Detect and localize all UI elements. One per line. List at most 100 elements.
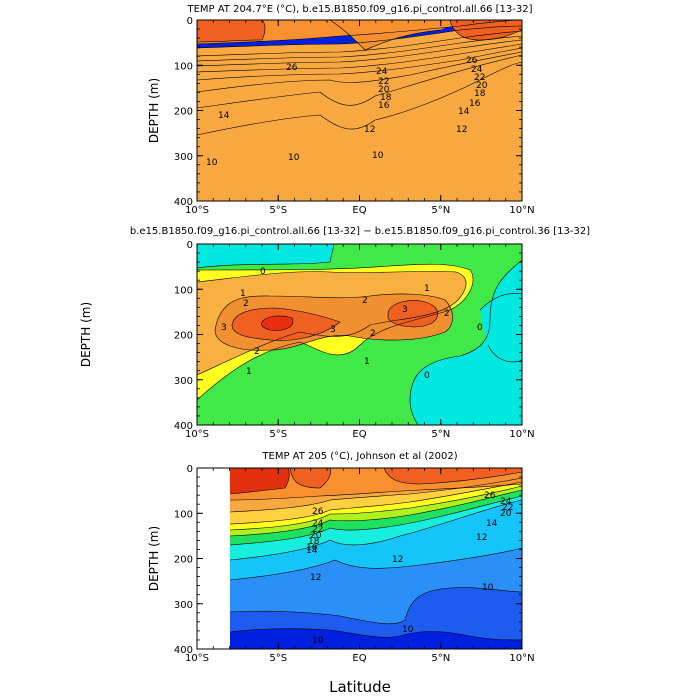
contour-label: 2: [254, 347, 260, 357]
x-tick-label: EQ: [352, 429, 366, 440]
contour-label: 26: [484, 491, 496, 501]
contour-label: 2: [243, 299, 249, 309]
contour-label: 10: [482, 583, 494, 593]
contour-lines-model: [197, 20, 522, 136]
panel-observed: TEMP AT 205 (°C), Johnson et al (2002): [147, 451, 535, 664]
contour-label: 10: [372, 151, 384, 161]
contour-label: 22: [502, 503, 513, 513]
contour-label: 0: [477, 323, 483, 333]
y-axis-label: DEPTH (m): [79, 302, 93, 367]
contour-label: 14: [458, 107, 470, 117]
contour-label: 22: [378, 77, 389, 87]
panel-model: TEMP AT 204.7°E (°C), b.e15.B1850.f09_g1…: [147, 4, 535, 216]
title-observed: TEMP AT 205 (°C), Johnson et al (2002): [261, 451, 457, 462]
y-axis-label: DEPTH (m): [147, 78, 161, 143]
contour-label: 18: [380, 93, 392, 103]
x-tick-label: 10°N: [509, 205, 534, 216]
x-tick-label: 10°N: [509, 653, 534, 664]
x-tick-label: 10°S: [185, 653, 209, 664]
contour-labels-model: 26 24 22 20 18 16 14 12 10 26 24 22 20 1…: [206, 56, 488, 168]
contour-label: 22: [474, 73, 485, 83]
y-tick-label: 300: [174, 152, 193, 163]
y-tick-label: 400: [174, 645, 193, 656]
contour-label: 24: [312, 519, 324, 529]
contour-label: 22: [312, 525, 323, 535]
contour-label: 12: [364, 125, 375, 135]
contour-label: 10: [402, 625, 414, 635]
x-tick-label: 10°S: [185, 429, 209, 440]
contour-label: 0: [424, 371, 430, 381]
contour-label: 1: [246, 367, 252, 377]
contour-label: 18: [474, 89, 486, 99]
contour-label: 20: [310, 531, 322, 541]
y-tick-label: 200: [174, 555, 193, 566]
contour-label: 26: [286, 63, 298, 73]
x-tick-label: 5°N: [431, 653, 450, 664]
x-tick-label: 5°N: [431, 429, 450, 440]
contour-lines-observed: [230, 468, 522, 641]
contour-label: 18: [308, 537, 320, 547]
axes-observed: 10°S 5°S EQ 5°N 10°N 0 100 200 300 400 DEPTH (m): [147, 464, 535, 664]
contour-label: 14: [486, 519, 498, 529]
contour-label: 3: [402, 305, 408, 315]
contour-label: 24: [376, 67, 388, 77]
y-tick-label: 0: [187, 464, 193, 475]
contour-label: 12: [456, 125, 467, 135]
contour-label: 10: [288, 153, 300, 163]
contour-label: 12: [392, 555, 403, 565]
y-axis-label: DEPTH (m): [147, 526, 161, 591]
contour-label: 2: [444, 309, 450, 319]
y-tick-label: 0: [187, 16, 193, 27]
contour-fill-difference: [197, 244, 522, 425]
x-tick-label: 5°S: [269, 205, 287, 216]
x-tick-label: 10°N: [509, 429, 534, 440]
x-tick-label: 5°S: [269, 429, 287, 440]
contour-label: 26: [312, 507, 324, 517]
contour-lines-difference: [197, 244, 522, 425]
contour-label: 24: [500, 497, 512, 507]
contour-label: 20: [476, 81, 488, 91]
contour-labels-observed: 26 24 22 20 18 16 14 12 12 10 26 24 22 2…: [306, 491, 513, 646]
contour-label: 16: [306, 543, 318, 553]
contour-labels-difference: 0 1 2 3 3 2 2 1 2 3 2 1 1 0 0: [221, 267, 483, 381]
title-model: TEMP AT 204.7°E (°C), b.e15.B1850.f09_g1…: [186, 4, 532, 15]
y-tick-label: 100: [174, 61, 193, 72]
contour-label: 24: [471, 65, 483, 75]
contour-label: 1: [364, 357, 370, 367]
y-tick-label: 100: [174, 509, 193, 520]
contour-label: 2: [370, 329, 376, 339]
contour-label: 3: [221, 323, 227, 333]
x-tick-label: EQ: [352, 653, 366, 664]
contour-label: 1: [424, 284, 430, 294]
contour-label: 14: [306, 546, 318, 556]
y-tick-label: 400: [174, 421, 193, 432]
contour-label: 12: [476, 533, 487, 543]
y-tick-label: 400: [174, 197, 193, 208]
contour-label: 16: [378, 101, 390, 111]
y-tick-label: 300: [174, 376, 193, 387]
contour-label: 26: [466, 56, 478, 66]
axes-model: 10°S 5°S EQ 5°N 10°N 0 100 200 300 400 DEPTH (m): [147, 16, 535, 216]
contour-label: 10: [312, 636, 324, 646]
contour-label: 10: [206, 158, 218, 168]
y-tick-label: 300: [174, 600, 193, 611]
contour-label: 2: [362, 296, 368, 306]
contour-label: 16: [469, 99, 481, 109]
contour-label: 12: [310, 573, 321, 583]
contour-label: 14: [218, 111, 230, 121]
y-tick-label: 200: [174, 331, 193, 342]
y-tick-label: 100: [174, 285, 193, 296]
title-difference: b.e15.B1850.f09_g16.pi_control.all.66 [1…: [130, 226, 590, 237]
contour-label: 20: [500, 509, 512, 519]
x-tick-label: EQ: [352, 205, 366, 216]
contour-fill-model: [197, 20, 522, 201]
y-tick-label: 200: [174, 107, 193, 118]
panel-difference: b.e15.B1850.f09_g16.pi_control.all.66 [1…: [79, 226, 590, 440]
x-tick-label: 5°S: [269, 653, 287, 664]
contour-label: 0: [260, 267, 266, 277]
x-tick-label: 5°N: [431, 205, 450, 216]
x-tick-label: 10°S: [185, 205, 209, 216]
contour-label: 3: [330, 325, 336, 335]
